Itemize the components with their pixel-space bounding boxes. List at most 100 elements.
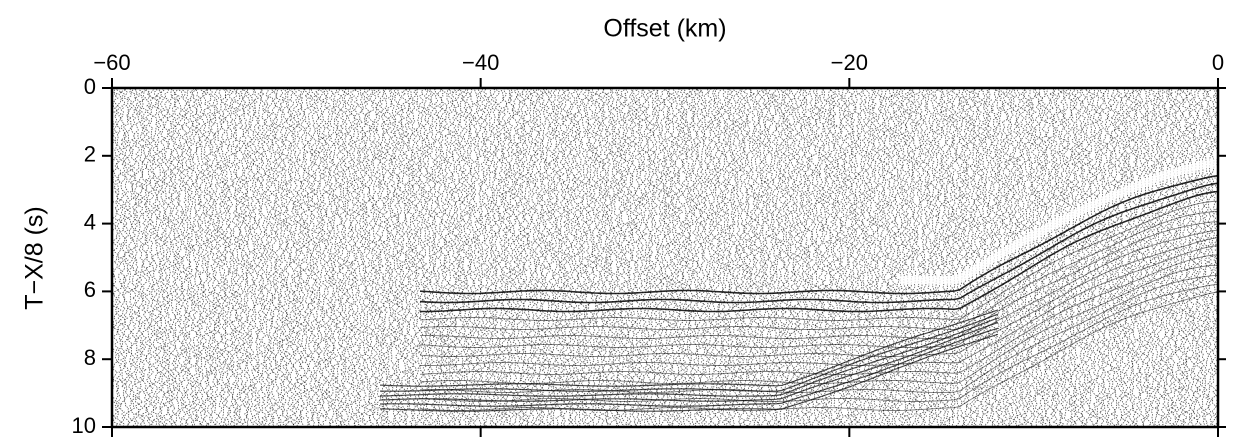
trace xyxy=(353,88,360,427)
trace xyxy=(551,88,558,427)
trace xyxy=(393,88,400,427)
trace xyxy=(544,88,551,427)
trace xyxy=(810,88,818,427)
trace xyxy=(1023,88,1030,427)
trace xyxy=(943,88,951,427)
reflector xyxy=(419,254,1218,375)
trace xyxy=(573,88,580,427)
trace xyxy=(1113,88,1120,427)
trace xyxy=(1141,88,1149,427)
trace xyxy=(893,88,900,427)
trace xyxy=(382,88,389,427)
trace xyxy=(857,88,865,427)
trace xyxy=(652,88,659,427)
reflector xyxy=(419,291,1218,411)
trace xyxy=(288,88,296,427)
trace xyxy=(684,88,692,427)
trace xyxy=(1055,88,1062,427)
trace xyxy=(890,88,897,427)
trace xyxy=(1160,88,1167,427)
trace xyxy=(742,88,749,427)
trace xyxy=(529,88,537,427)
trace xyxy=(663,88,670,427)
trace xyxy=(281,88,289,427)
trace xyxy=(1019,88,1026,427)
trace xyxy=(547,88,555,427)
trace xyxy=(180,88,188,427)
trace xyxy=(155,88,163,427)
trace xyxy=(116,88,123,427)
trace xyxy=(1106,88,1113,427)
reflector xyxy=(379,309,999,387)
trace xyxy=(483,88,490,427)
trace xyxy=(1185,88,1192,427)
reflector xyxy=(419,174,1218,295)
y-tick-label: 6 xyxy=(84,277,96,302)
trace xyxy=(774,88,782,427)
trace xyxy=(771,88,778,427)
reflector xyxy=(379,333,999,412)
trace xyxy=(191,88,199,427)
trace xyxy=(1210,88,1217,427)
trace xyxy=(778,88,785,427)
trace xyxy=(396,88,404,427)
trace xyxy=(533,88,541,427)
plot-frame xyxy=(110,86,1220,429)
trace xyxy=(123,88,130,427)
trace xyxy=(1206,88,1214,427)
trace xyxy=(267,88,274,427)
trace xyxy=(515,88,522,427)
trace xyxy=(242,88,249,427)
trace xyxy=(162,88,170,427)
trace xyxy=(900,88,908,427)
trace xyxy=(400,88,407,427)
trace xyxy=(601,88,609,427)
reflector xyxy=(379,317,999,397)
trace xyxy=(414,88,422,427)
trace xyxy=(656,88,663,427)
trace xyxy=(1088,88,1095,427)
trace xyxy=(911,88,919,427)
trace xyxy=(206,88,213,427)
trace xyxy=(918,88,925,427)
trace xyxy=(904,88,911,427)
trace xyxy=(1203,88,1210,427)
trace xyxy=(166,88,173,427)
trace xyxy=(1077,88,1084,427)
trace xyxy=(616,88,623,427)
trace xyxy=(681,88,688,427)
x-tick-label: −40 xyxy=(462,50,499,75)
trace xyxy=(666,88,674,427)
trace xyxy=(936,88,943,427)
trace xyxy=(220,88,227,427)
trace xyxy=(310,88,317,427)
trace xyxy=(1073,88,1080,427)
trace xyxy=(339,88,346,427)
trace xyxy=(486,88,494,427)
trace xyxy=(159,88,166,427)
trace xyxy=(814,88,821,427)
trace xyxy=(1052,88,1059,427)
trace xyxy=(1095,88,1102,427)
trace xyxy=(598,88,605,427)
trace xyxy=(947,88,955,427)
trace xyxy=(745,88,753,427)
trace xyxy=(1041,88,1048,427)
reflector xyxy=(419,229,1218,348)
trace xyxy=(1138,88,1145,427)
trace xyxy=(695,88,703,427)
trace xyxy=(357,88,364,427)
trace xyxy=(638,88,645,427)
trace xyxy=(526,88,533,427)
trace xyxy=(407,88,414,427)
trace xyxy=(717,88,724,427)
trace xyxy=(558,88,566,427)
trace xyxy=(317,88,325,427)
x-tick-label: −60 xyxy=(93,50,130,75)
trace xyxy=(231,88,238,427)
trace xyxy=(1167,88,1174,427)
trace xyxy=(958,88,965,427)
trace xyxy=(861,88,868,427)
trace xyxy=(324,88,332,427)
